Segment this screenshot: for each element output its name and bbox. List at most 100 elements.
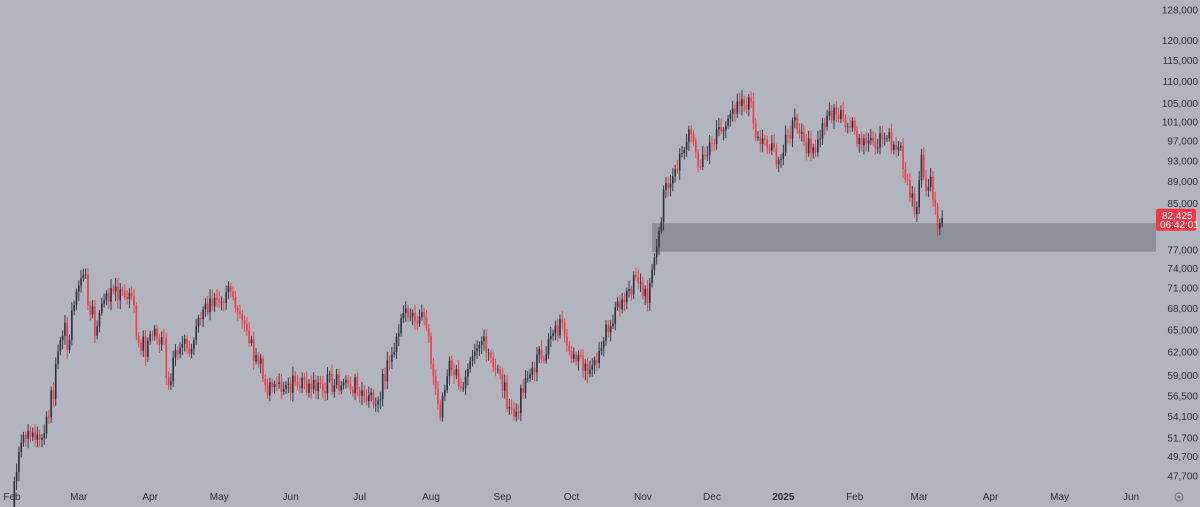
- time-tick-label: Mar: [911, 492, 929, 503]
- candle-body: [110, 288, 112, 302]
- candle-body: [308, 383, 310, 393]
- candle-body: [584, 363, 587, 371]
- time-tick-label: Nov: [634, 492, 652, 503]
- candle-body: [533, 367, 536, 373]
- price-axis[interactable]: 47,700 49,700 51,700 54,100 56,500 59,000 62,0…: [1162, 6, 1199, 483]
- candle-body: [153, 328, 156, 336]
- price-tick-label: 65,000: [1167, 325, 1198, 336]
- candle-body: [600, 347, 603, 351]
- candle-body: [121, 289, 124, 291]
- candle-body: [554, 325, 557, 334]
- candle-body: [646, 288, 649, 304]
- candle-body: [676, 169, 679, 171]
- candle-body: [398, 333, 400, 337]
- candle-body: [699, 166, 702, 168]
- candle-body: [193, 340, 195, 350]
- candle-body: [395, 336, 398, 352]
- candle-body: [589, 369, 591, 374]
- candle-body: [623, 299, 626, 303]
- candle-body: [842, 110, 844, 118]
- candle-body: [349, 383, 352, 390]
- candle-body: [586, 363, 589, 374]
- candle-body: [563, 322, 566, 337]
- candle-body: [741, 99, 743, 107]
- price-tick-label: 71,000: [1167, 284, 1198, 295]
- candle-body: [294, 375, 297, 382]
- candle-body: [681, 152, 683, 155]
- time-tick-label: 2025: [772, 492, 795, 503]
- price-tick-label: 89,000: [1167, 177, 1198, 188]
- candle-body: [328, 373, 331, 375]
- candle-body: [269, 382, 271, 396]
- candle-body: [872, 138, 874, 142]
- candle-body: [473, 351, 476, 357]
- candle-body: [635, 274, 637, 278]
- candle-body: [784, 134, 787, 153]
- candle-body: [172, 357, 174, 382]
- candle-body: [487, 352, 490, 354]
- candle-body: [754, 123, 757, 139]
- candle-body: [918, 180, 920, 208]
- candle-body: [381, 374, 384, 400]
- candle-body: [75, 291, 78, 306]
- candle-body: [358, 389, 361, 396]
- candle-body: [128, 292, 131, 299]
- candle-body: [879, 133, 881, 148]
- candle-body: [282, 389, 285, 392]
- candle-body: [386, 360, 389, 382]
- candle-body: [738, 101, 741, 107]
- candle-body: [464, 376, 467, 388]
- candle-body: [133, 296, 135, 306]
- candle-body: [342, 382, 345, 386]
- last-price-tag: 82,425 06:42:01: [1156, 208, 1199, 231]
- candle-body: [888, 132, 891, 139]
- candle-body: [840, 110, 842, 120]
- candle-body: [73, 305, 75, 311]
- candle-body: [469, 360, 471, 369]
- candle-body: [672, 176, 674, 184]
- candle-body: [798, 129, 801, 134]
- candle-body: [607, 324, 610, 333]
- candle-body: [913, 193, 916, 215]
- candle-body: [549, 335, 552, 340]
- candle-body: [130, 292, 133, 297]
- candle-body: [388, 360, 391, 362]
- candle-body: [789, 134, 792, 139]
- candle-body: [773, 143, 775, 149]
- candle-body: [181, 343, 184, 348]
- candle-body: [41, 437, 43, 440]
- candle-body: [218, 299, 221, 303]
- candle-body: [777, 159, 780, 165]
- candle-body: [771, 143, 773, 151]
- price-tick-label: 93,000: [1167, 156, 1198, 167]
- candle-body: [354, 377, 356, 394]
- candle-body: [393, 351, 396, 355]
- candle-body: [757, 136, 759, 139]
- candle-body: [427, 328, 430, 337]
- time-tick-label: Oct: [564, 492, 580, 503]
- candle-body: [455, 369, 458, 376]
- time-axis[interactable]: Feb Mar Apr May Jun Jul Aug Sep Oct Nov Dec 2025 Feb…: [3, 492, 1139, 503]
- candle-body: [591, 365, 594, 370]
- candle-body: [170, 381, 172, 386]
- candle-body: [927, 187, 930, 191]
- candle-body: [310, 383, 313, 390]
- settings-gear-icon[interactable]: [1174, 492, 1184, 502]
- candle-body: [45, 416, 48, 434]
- candle-body: [84, 274, 87, 276]
- candle-body: [124, 290, 126, 297]
- candle-body: [545, 354, 547, 361]
- candle-body: [890, 132, 893, 151]
- candle-body: [524, 378, 527, 394]
- candle-body: [126, 296, 128, 299]
- candle-body: [165, 337, 168, 378]
- candle-body: [543, 358, 545, 361]
- candle-body: [453, 370, 455, 376]
- candle-body: [135, 305, 138, 336]
- price-tick-label: 85,000: [1167, 199, 1198, 210]
- candle-body: [849, 126, 851, 128]
- candle-body: [61, 335, 64, 341]
- candle-body: [241, 314, 244, 320]
